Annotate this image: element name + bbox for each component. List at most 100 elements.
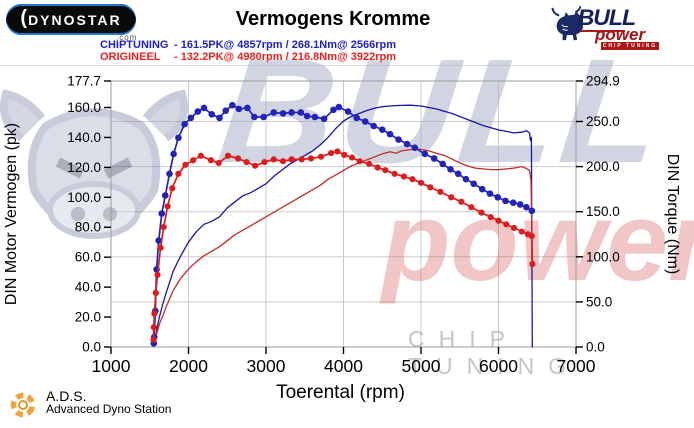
marker-origineel-torque xyxy=(328,149,335,157)
bullpower-logo: BULL power CHIP TUNING xyxy=(549,3,661,50)
marker-origineel-torque xyxy=(182,161,189,168)
x-axis-tick-label: 2000 xyxy=(169,356,208,376)
marker-chiptuning-torque xyxy=(303,112,311,120)
bull-logo-tagline: CHIP TUNING xyxy=(601,42,659,50)
marker-origineel-torque xyxy=(334,148,341,155)
marker-origineel-torque xyxy=(400,173,408,180)
right-axis-tick-label: 250.0 xyxy=(586,114,620,129)
marker-origineel-torque xyxy=(243,158,250,166)
marker-origineel-torque xyxy=(317,153,325,160)
left-axis-tick-label: 80.0 xyxy=(75,220,101,235)
bull-logo-power-text: power xyxy=(595,25,646,44)
dynostar-logo-text: DYNOSTAR xyxy=(28,11,122,28)
marker-origineel-torque xyxy=(510,224,518,232)
left-axis-tick-label: 140.0 xyxy=(67,130,101,145)
marker-origineel-torque xyxy=(518,228,525,235)
marker-chiptuning-torque xyxy=(194,108,202,115)
marker-origineel-torque xyxy=(427,184,434,191)
left-axis-tick-label: 100.0 xyxy=(67,190,101,205)
left-axis-tick-label: 120.0 xyxy=(67,160,101,175)
marker-origineel-torque xyxy=(468,204,475,211)
marker-origineel-torque xyxy=(279,158,287,165)
chart-legend: CHIPTUNING - 161.5PK@ 4857rpm / 268.1Nm@ … xyxy=(100,39,396,63)
marker-chiptuning-torque xyxy=(421,150,429,158)
marker-chiptuning-torque xyxy=(235,105,243,113)
curve-origineel-power xyxy=(152,148,533,345)
marker-origineel-torque xyxy=(348,154,356,161)
x-axis-tick-label: 4000 xyxy=(324,356,363,376)
marker-chiptuning-torque xyxy=(187,114,195,122)
marker-origineel-torque xyxy=(197,152,204,159)
x-axis-tick-label: 1000 xyxy=(92,356,131,376)
marker-chiptuning-torque xyxy=(155,237,162,244)
right-axis-title: DIN Torque (Nm) xyxy=(664,154,681,275)
marker-origineel-torque xyxy=(160,223,167,231)
marker-origineel-torque xyxy=(341,151,348,158)
marker-chiptuning-torque xyxy=(430,155,438,162)
marker-origineel-torque xyxy=(307,155,315,162)
marker-chiptuning-torque xyxy=(494,193,502,201)
marker-origineel-torque xyxy=(252,162,259,169)
page-title: Vermogens Kromme xyxy=(235,8,431,30)
marker-chiptuning-torque xyxy=(509,199,517,206)
marker-origineel-torque xyxy=(458,198,465,205)
marker-origineel-torque xyxy=(175,170,182,177)
left-axis-tick-label: 0.0 xyxy=(82,340,101,355)
marker-origineel-torque xyxy=(298,156,305,163)
marker-origineel-torque xyxy=(150,336,157,343)
ads-full-label: Advanced Dyno Station xyxy=(46,402,172,416)
marker-chiptuning-torque xyxy=(297,109,305,116)
marker-origineel-torque xyxy=(215,159,222,167)
left-axis-tick-label: 60.0 xyxy=(75,250,101,265)
left-axis-tick-label: 160.0 xyxy=(67,100,101,115)
marker-origineel-torque xyxy=(235,155,242,162)
marker-origineel-torque xyxy=(288,156,295,163)
bull-logo-text: BULL xyxy=(577,5,636,30)
marker-chiptuning-torque xyxy=(260,113,267,121)
right-axis-tick-label: 100.0 xyxy=(586,249,620,264)
right-axis-tick-label: 200.0 xyxy=(586,159,620,174)
marker-chiptuning-torque xyxy=(462,175,470,183)
dynostar-logo: ( DYNOSTAR xyxy=(6,4,136,35)
marker-chiptuning-torque xyxy=(523,203,530,211)
marker-origineel-torque xyxy=(409,176,416,183)
marker-origineel-torque xyxy=(437,188,444,195)
right-axis-tick-label: 0.0 xyxy=(586,340,605,355)
marker-origineel-torque xyxy=(157,244,164,251)
x-axis-tick-label: 7000 xyxy=(557,356,596,376)
curve-chiptuning-torque xyxy=(152,104,533,345)
marker-chiptuning-torque xyxy=(486,190,494,197)
marker-chiptuning-torque xyxy=(403,140,411,148)
marker-origineel-torque xyxy=(261,158,268,166)
marker-chiptuning-torque xyxy=(470,180,478,188)
marker-origineel-torque xyxy=(365,160,373,167)
marker-origineel-torque xyxy=(503,221,510,228)
marker-chiptuning-torque xyxy=(175,134,182,142)
marker-origineel-torque xyxy=(207,157,215,164)
x-axis-tick-label: 5000 xyxy=(402,356,441,376)
marker-chiptuning-torque xyxy=(378,126,386,133)
marker-origineel-torque xyxy=(478,209,485,216)
ads-fan-icon xyxy=(10,392,36,418)
marker-chiptuning-torque xyxy=(181,120,188,128)
marker-chiptuning-torque xyxy=(166,170,173,178)
marker-origineel-torque xyxy=(224,152,232,159)
right-axis-tick-label: 294.9 xyxy=(586,74,620,89)
marker-origineel-torque xyxy=(529,260,536,268)
marker-origineel-torque xyxy=(382,167,389,174)
legend-row-chiptuning: CHIPTUNING - 161.5PK@ 4857rpm / 268.1Nm@ … xyxy=(100,39,396,52)
marker-chiptuning-torque xyxy=(170,150,177,158)
left-axis-tick-label: 20.0 xyxy=(75,310,101,325)
marker-chiptuning-torque xyxy=(447,166,454,173)
marker-chiptuning-torque xyxy=(386,130,394,138)
marker-origineel-torque xyxy=(495,217,502,224)
marker-chiptuning-torque xyxy=(158,210,166,217)
curve-origineel-torque xyxy=(152,150,534,341)
legend-label-origineel: ORIGINEEL xyxy=(100,50,161,63)
right-axis-tick-label: 150.0 xyxy=(586,204,620,219)
marker-chiptuning-torque xyxy=(330,106,337,114)
marker-chiptuning-torque xyxy=(502,197,509,205)
x-axis-tick-label: 6000 xyxy=(479,356,518,376)
